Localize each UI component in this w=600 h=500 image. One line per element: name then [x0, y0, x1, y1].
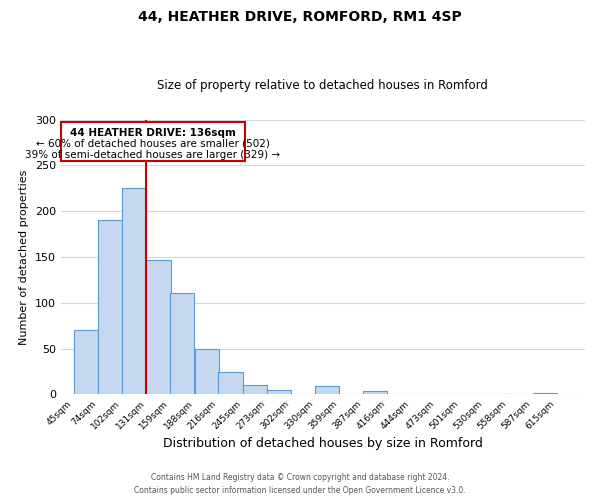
Bar	[74, 330, 98, 394]
Bar	[98, 220, 122, 394]
Bar	[267, 390, 291, 394]
Bar	[122, 188, 146, 394]
Bar	[195, 348, 219, 395]
Text: 44 HEATHER DRIVE: 136sqm: 44 HEATHER DRIVE: 136sqm	[70, 128, 236, 138]
Bar	[218, 372, 242, 394]
Bar	[315, 386, 339, 394]
Text: 44, HEATHER DRIVE, ROMFORD, RM1 4SP: 44, HEATHER DRIVE, ROMFORD, RM1 4SP	[138, 10, 462, 24]
FancyBboxPatch shape	[61, 122, 245, 161]
Y-axis label: Number of detached properties: Number of detached properties	[19, 170, 29, 344]
Bar	[533, 392, 557, 394]
Text: ← 60% of detached houses are smaller (502): ← 60% of detached houses are smaller (50…	[36, 139, 270, 149]
Bar	[363, 391, 388, 394]
Text: Contains HM Land Registry data © Crown copyright and database right 2024.
Contai: Contains HM Land Registry data © Crown c…	[134, 474, 466, 495]
Bar	[146, 260, 170, 394]
Title: Size of property relative to detached houses in Romford: Size of property relative to detached ho…	[157, 79, 488, 92]
Bar	[170, 293, 194, 394]
X-axis label: Distribution of detached houses by size in Romford: Distribution of detached houses by size …	[163, 437, 483, 450]
Bar	[243, 386, 267, 394]
Text: 39% of semi-detached houses are larger (329) →: 39% of semi-detached houses are larger (…	[25, 150, 281, 160]
